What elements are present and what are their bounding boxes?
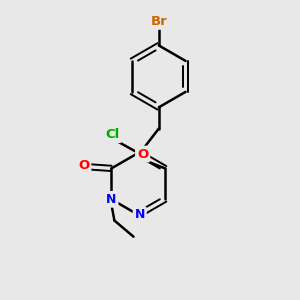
- Text: Cl: Cl: [106, 128, 120, 141]
- Text: O: O: [137, 148, 148, 160]
- Text: N: N: [106, 193, 117, 206]
- Text: Br: Br: [151, 15, 167, 28]
- Text: N: N: [134, 208, 145, 221]
- Text: O: O: [78, 159, 89, 172]
